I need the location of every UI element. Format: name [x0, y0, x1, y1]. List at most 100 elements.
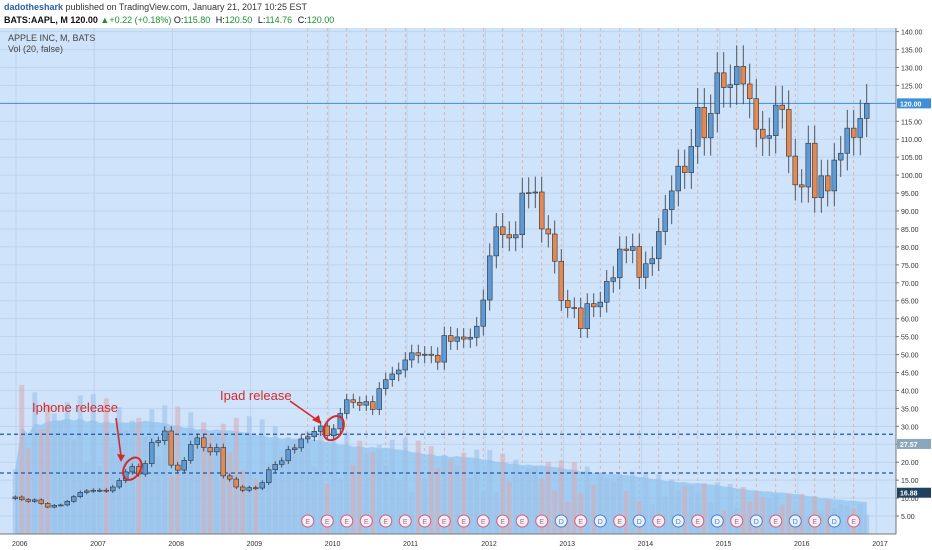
volume-bar [103, 398, 109, 534]
price-tick-label: 130.00 [901, 65, 923, 72]
earnings-letter: E [734, 519, 739, 526]
volume-bar [474, 449, 480, 534]
earnings-circle [691, 514, 705, 528]
volume-bar [415, 440, 421, 534]
earnings-circle [515, 514, 529, 528]
candle-up [454, 336, 460, 342]
volume-bar [357, 440, 363, 534]
candle-down [240, 486, 246, 491]
candle-up [331, 428, 337, 436]
candle-down [552, 233, 558, 262]
price-tick-label: 40.00 [901, 388, 919, 395]
author-link[interactable]: dadotheshark [4, 2, 64, 12]
volume-bar [246, 416, 252, 534]
price-tick-label: 80.00 [901, 245, 919, 252]
volume-tag: 27.57 [897, 438, 931, 449]
volume-bar [818, 511, 824, 534]
volume-bar [747, 501, 753, 534]
candle-down [25, 499, 31, 502]
candle-down [38, 499, 44, 504]
volume-bar [259, 419, 265, 534]
earnings-marker: E [418, 514, 432, 528]
dividend-letter: D [793, 519, 798, 526]
earnings-circle [320, 514, 334, 528]
earnings-letter: E [520, 519, 525, 526]
earnings-letter: E [364, 519, 369, 526]
candle-down [747, 83, 753, 99]
volume-bar [71, 440, 77, 534]
volume-bar [727, 483, 733, 534]
time-tick-label: 2017 [872, 541, 888, 548]
candle-up [142, 463, 148, 475]
earnings-marker: E [457, 514, 471, 528]
volume-bar [740, 487, 746, 534]
volume-bar [480, 491, 486, 534]
candle-down [760, 128, 766, 139]
volume-bar [571, 462, 577, 534]
volume-tag-text: 27.57 [900, 442, 918, 449]
price-tick-label: 110.00 [901, 137, 922, 144]
iphone-arrowhead [117, 454, 125, 462]
time-tick-label: 2009 [247, 541, 263, 548]
ipad-highlight-ellipse [322, 415, 345, 442]
up-triangle-icon: ▲ [100, 15, 110, 25]
candle-down [357, 401, 363, 406]
volume-bar [435, 467, 441, 534]
volume-bar [25, 448, 31, 534]
earnings-letter: E [617, 519, 622, 526]
price-chart[interactable]: E E E E E E E E E E E E E D E D E D E D E D E D E D E D E Iphone rel… [0, 28, 932, 550]
candle-up [90, 489, 96, 492]
volume-avg-tag: 16.88 [897, 487, 931, 498]
earnings-marker: E [613, 514, 627, 528]
candle-down [786, 109, 792, 157]
volume-bar [669, 479, 675, 534]
time-tick-label: 2016 [794, 541, 810, 548]
volume-bar [448, 458, 454, 534]
candle-up [12, 496, 18, 499]
candle-down [220, 447, 226, 477]
volume-bar [461, 452, 467, 534]
volume-bar [773, 494, 779, 534]
candle-up [116, 480, 122, 488]
volume-bar [454, 465, 460, 534]
candle-up [818, 175, 824, 199]
candle-down [812, 142, 818, 199]
candle-down [799, 184, 805, 188]
price-tick-label: 70.00 [901, 281, 919, 288]
candle-up [695, 107, 701, 147]
candle-up [266, 469, 272, 483]
time-axis-panel [0, 534, 932, 550]
candle-up [162, 430, 168, 441]
volume-bar [825, 499, 831, 534]
dividend-letter: D [715, 519, 720, 526]
earnings-letter: E [305, 519, 310, 526]
candle-up [246, 487, 252, 491]
earnings-letter: E [383, 519, 388, 526]
candle-up [363, 401, 369, 406]
price-tick-label: 75.00 [901, 263, 919, 270]
candle-down [740, 66, 746, 85]
volume-bar [714, 482, 720, 534]
candle-up [383, 379, 389, 389]
earnings-circle [418, 514, 432, 528]
volume-bar [506, 481, 512, 534]
volume-bar [597, 473, 603, 534]
candle-up [669, 190, 675, 210]
earnings-letter: E [442, 519, 447, 526]
earnings-circle [535, 514, 549, 528]
price-tick-label: 30.00 [901, 424, 919, 431]
volume-bar [766, 497, 772, 534]
dividend-marker: D [827, 514, 841, 528]
earnings-marker: E [574, 514, 588, 528]
candle-up [487, 255, 493, 301]
volume-bar [539, 478, 545, 534]
earnings-letter: E [773, 519, 778, 526]
candle-up [649, 258, 655, 265]
volume-bar [721, 510, 727, 534]
volume-avg-tag-box [897, 487, 931, 498]
candle-down [565, 300, 571, 308]
candle-up [675, 165, 681, 192]
candle-down [461, 336, 467, 340]
